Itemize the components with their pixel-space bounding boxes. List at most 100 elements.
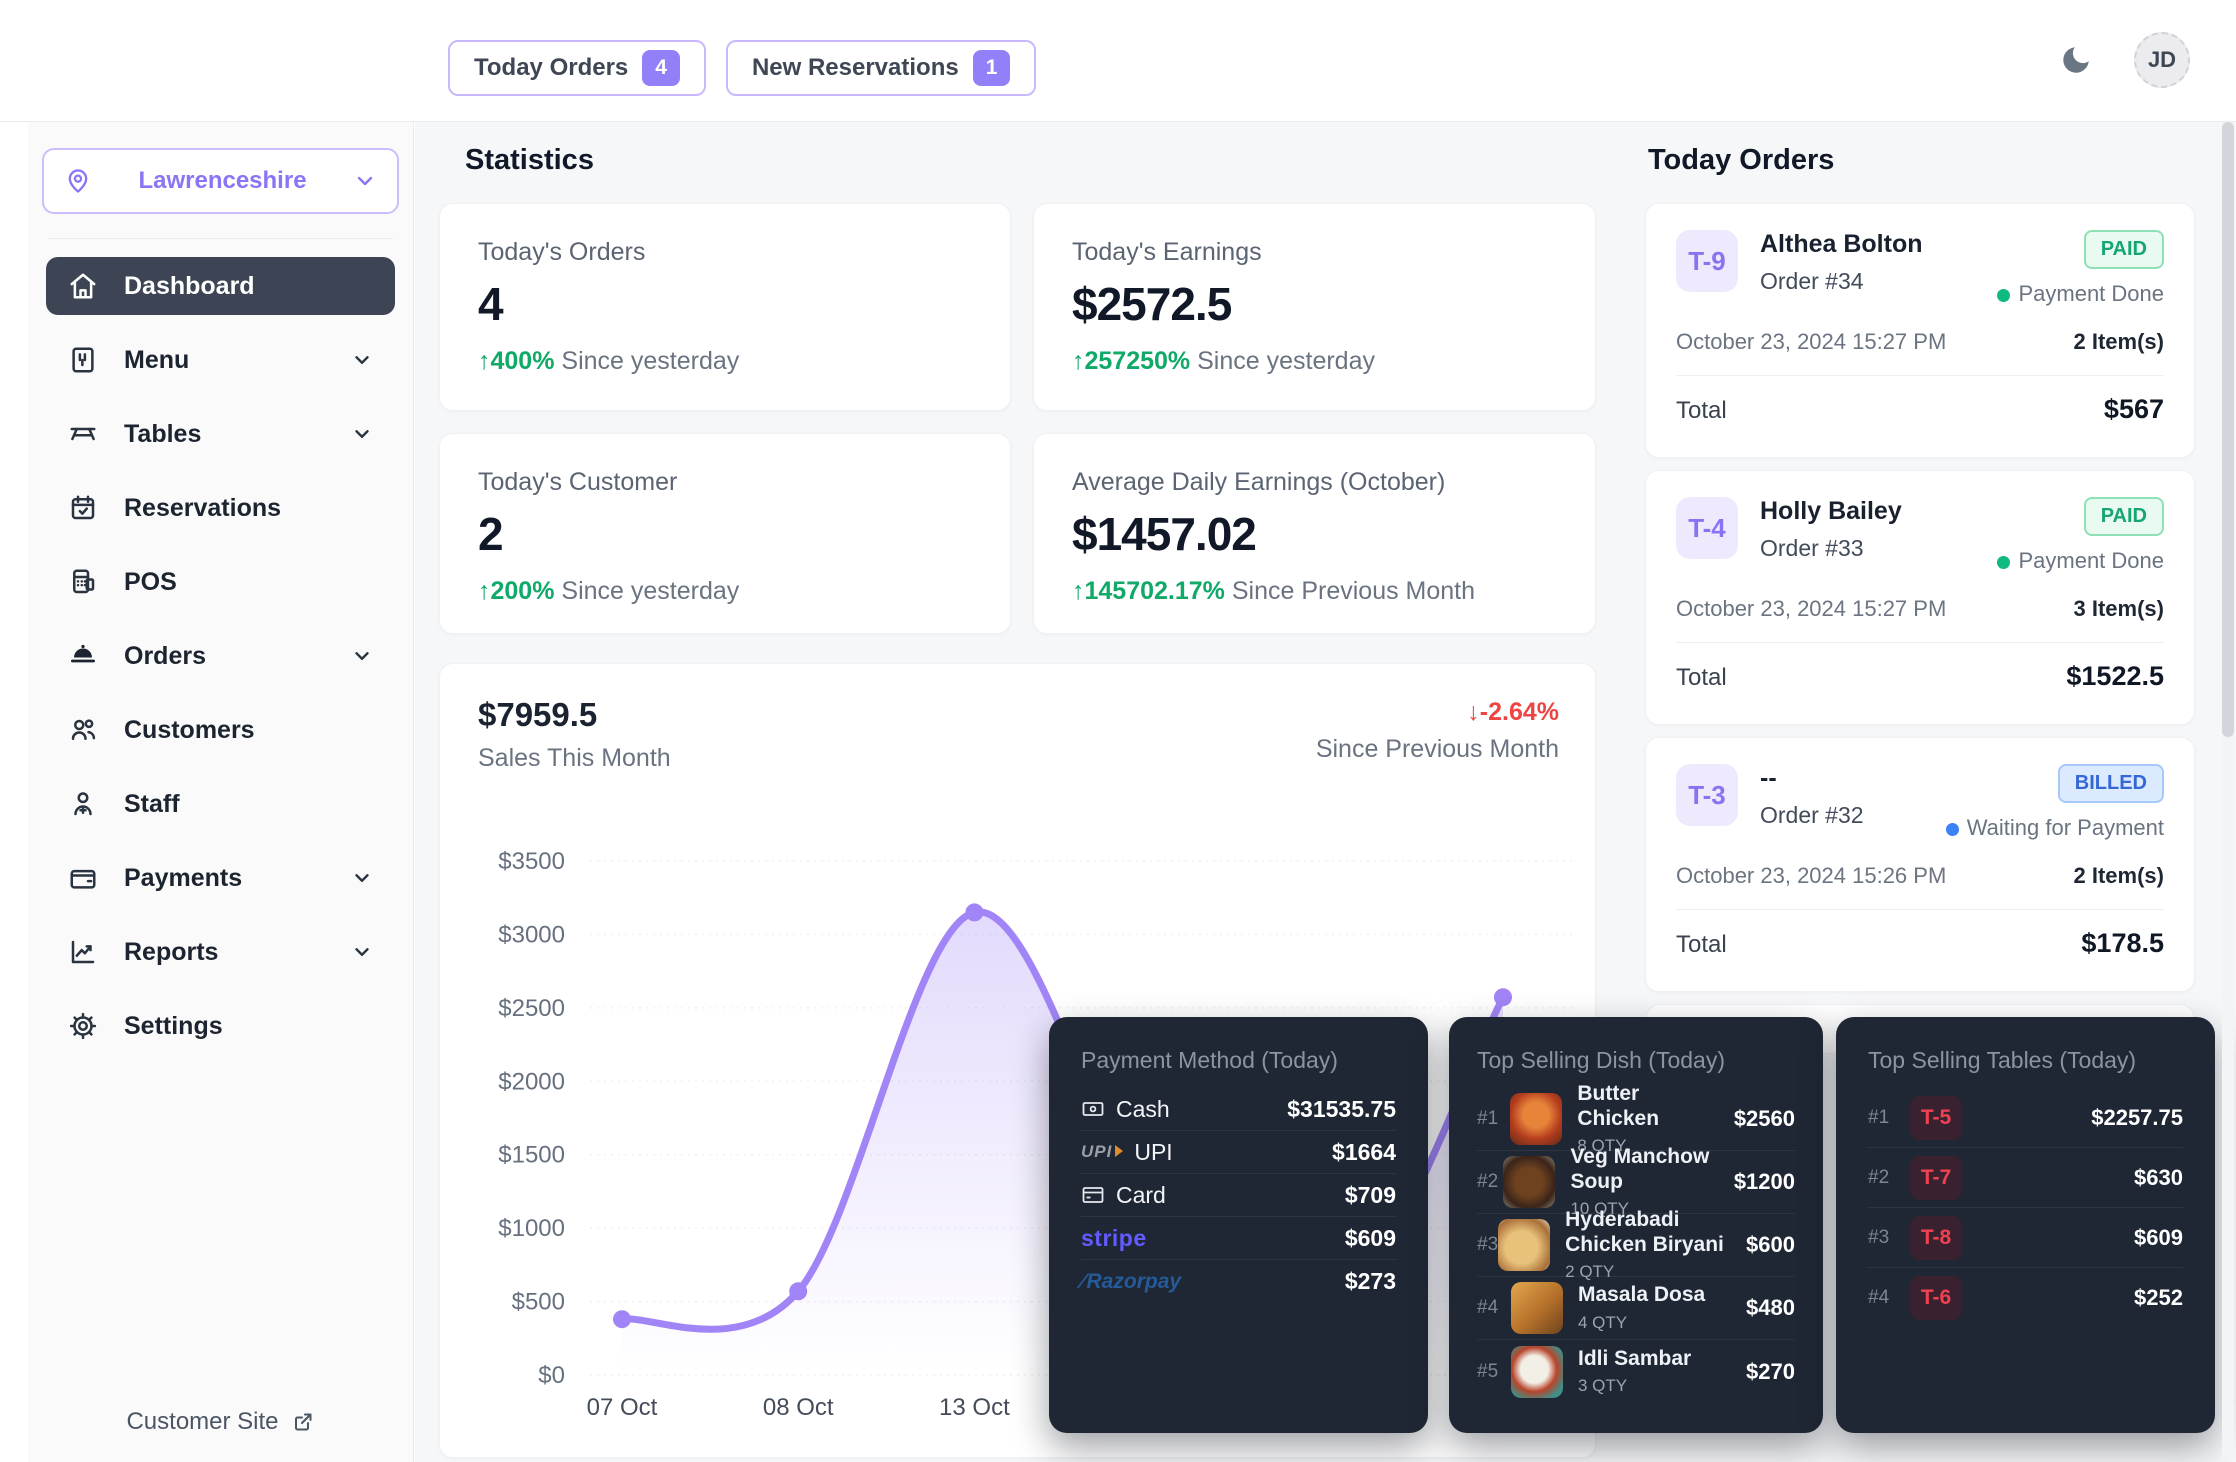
chevron-down-icon [355,652,369,660]
green-dot-icon [1997,555,2011,569]
svg-text:08 Oct: 08 Oct [763,1394,834,1421]
order-card-top-row: T-9 Althea Bolton Order #34 PAID Payment… [1676,230,2164,307]
total-value: $567 [2103,394,2164,424]
sidebar-divider [48,238,393,239]
table-row-3: #3 T-8 $609 [1868,1208,2183,1268]
location-selector[interactable]: Lawrenceshire [42,148,399,214]
stat-label: Today's Earnings [1072,238,1262,266]
chevron-down-icon [355,356,369,364]
green-dot-icon [1997,288,2011,302]
sidebar-item-label: Dashboard [124,271,255,300]
user-avatar[interactable]: JD [2134,32,2190,88]
order-total-row: Total $1522.5 [1676,661,2164,692]
stat-delta-note: Since yesterday [561,577,740,605]
payment-amount: $31535.75 [1287,1095,1396,1122]
dark-mode-toggle[interactable] [2054,38,2098,82]
table-row-1: #1 T-5 $2257.75 [1868,1088,2183,1148]
sidebar-item-label: Customers [124,715,255,744]
sidebar-item-label: Staff [124,789,180,818]
sidebar-item-reports[interactable]: Reports [46,923,395,981]
order-status-block: BILLED Waiting for Payment [1945,764,2164,841]
new-reservations-button[interactable]: New Reservations 1 [725,40,1037,96]
order-identity: -- Order #32 [1760,764,1864,841]
rank-label: #4 [1477,1297,1499,1318]
payment-amount: $709 [1344,1181,1396,1208]
divider [1676,375,2164,376]
arrow-up-icon: ↑ [478,347,491,375]
dish-amount: $270 [1746,1358,1795,1384]
payment-row-razorpay: Razorpay $273 [1081,1260,1396,1303]
sidebar-item-customers[interactable]: Customers [46,701,395,759]
customer-name: -- [1760,764,1777,792]
payment-row-stripe: stripe $609 [1081,1217,1396,1260]
sidebar-item-reservations[interactable]: Reservations [46,479,395,537]
dish-image [1498,1219,1551,1271]
svg-text:$3000: $3000 [498,921,565,948]
dish-qty: 3 QTY [1578,1376,1628,1396]
today-orders-button[interactable]: Today Orders 4 [448,40,706,96]
sidebar-item-menu[interactable]: Menu [46,331,395,389]
sidebar-item-settings[interactable]: Settings [46,997,395,1055]
payment-amount: $609 [1344,1224,1396,1251]
sidebar-item-staff[interactable]: Staff [46,775,395,833]
top-selling-dish-panel: Top Selling Dish (Today) #1 Butter Chick… [1449,1017,1823,1433]
order-card-34[interactable]: T-9 Althea Bolton Order #34 PAID Payment… [1645,203,2195,458]
order-number: Order #34 [1760,268,1864,294]
customer-name: Holly Bailey [1760,497,1902,525]
sidebar-item-label: Payments [124,863,243,892]
order-status-block: PAID Payment Done [1997,497,2164,574]
chevron-down-icon [355,430,369,438]
customer-name: Althea Bolton [1760,230,1923,258]
sidebar-item-tables[interactable]: Tables [46,405,395,463]
stat-value: $2572.5 [1072,278,1232,330]
order-card-33[interactable]: T-4 Holly Bailey Order #33 PAID Payment … [1645,470,2195,725]
order-total-row: Total $178.5 [1676,928,2164,959]
table-row-4: #4 T-6 $252 [1868,1268,2183,1328]
razorpay-logo: Razorpay [1081,1270,1182,1294]
total-label: Total [1676,931,1727,958]
order-meta-row: October 23, 2024 15:27 PM 3 Item(s) [1676,596,2164,622]
dish-qty: 4 QTY [1578,1312,1628,1332]
table-amount: $252 [2134,1285,2183,1310]
stat-delta-percent: 257250% [1084,347,1191,375]
sidebar-item-pos[interactable]: POS [46,553,395,611]
dish-row-5: #5 Idli Sambar 3 QTY $270 [1477,1340,1795,1403]
table-badge: T-6 [1910,1276,1962,1320]
stat-delta: ↑400% Since yesterday [478,347,972,376]
topbar-buttons: Today Orders 4 New Reservations 1 [448,40,1037,96]
sales-subtitle: Sales This Month [478,744,671,772]
stat-label: Today's Customer [478,468,678,496]
table-amount: $609 [2134,1224,2183,1250]
stat-delta-note: Since yesterday [561,347,740,375]
chevron-down-icon [355,948,369,956]
svg-text:$0: $0 [538,1362,565,1389]
scrollbar-thumb[interactable] [2222,122,2234,737]
stat-delta-percent: 400% [490,347,555,375]
scrollbar-track[interactable] [2222,122,2234,1458]
stat-delta-percent: 200% [490,577,555,605]
table-row-2: #2 T-7 $630 [1868,1148,2183,1208]
rank-label: #3 [1477,1234,1499,1255]
order-date: October 23, 2024 15:27 PM [1676,329,1947,354]
customer-site-link[interactable]: Customer Site [28,1408,413,1436]
sidebar-item-dashboard[interactable]: Dashboard [46,257,395,315]
dish-name: Veg Manchow Soup [1570,1145,1710,1193]
stat-label: Average Daily Earnings (October) [1072,468,1446,496]
payment-method-title: Payment Method (Today) [1081,1047,1338,1073]
today-orders-heading: Today Orders [1648,144,1835,176]
rank-label: #4 [1868,1287,1890,1308]
svg-text:$3500: $3500 [498,848,565,875]
order-card-32[interactable]: T-3 -- Order #32 BILLED Waiting for Paym… [1645,737,2195,992]
payment-status-note: Waiting for Payment [1945,815,2164,841]
svg-text:$500: $500 [512,1289,565,1316]
stat-card-todays-customer: Today's Customer 2 ↑200% Since yesterday [439,433,1011,634]
sidebar-item-payments[interactable]: Payments [46,849,395,907]
topbar: Today Orders 4 New Reservations 1 JD [0,0,2236,122]
sidebar-item-orders[interactable]: Orders [46,627,395,685]
customer-site-label: Customer Site [126,1408,279,1435]
sales-chart-delta-block: ↓-2.64% Since Previous Month [1316,698,1559,764]
dish-image [1511,1345,1563,1398]
report-chart-icon [71,940,95,964]
sales-chart-header: $7959.5 Sales This Month [478,696,671,773]
